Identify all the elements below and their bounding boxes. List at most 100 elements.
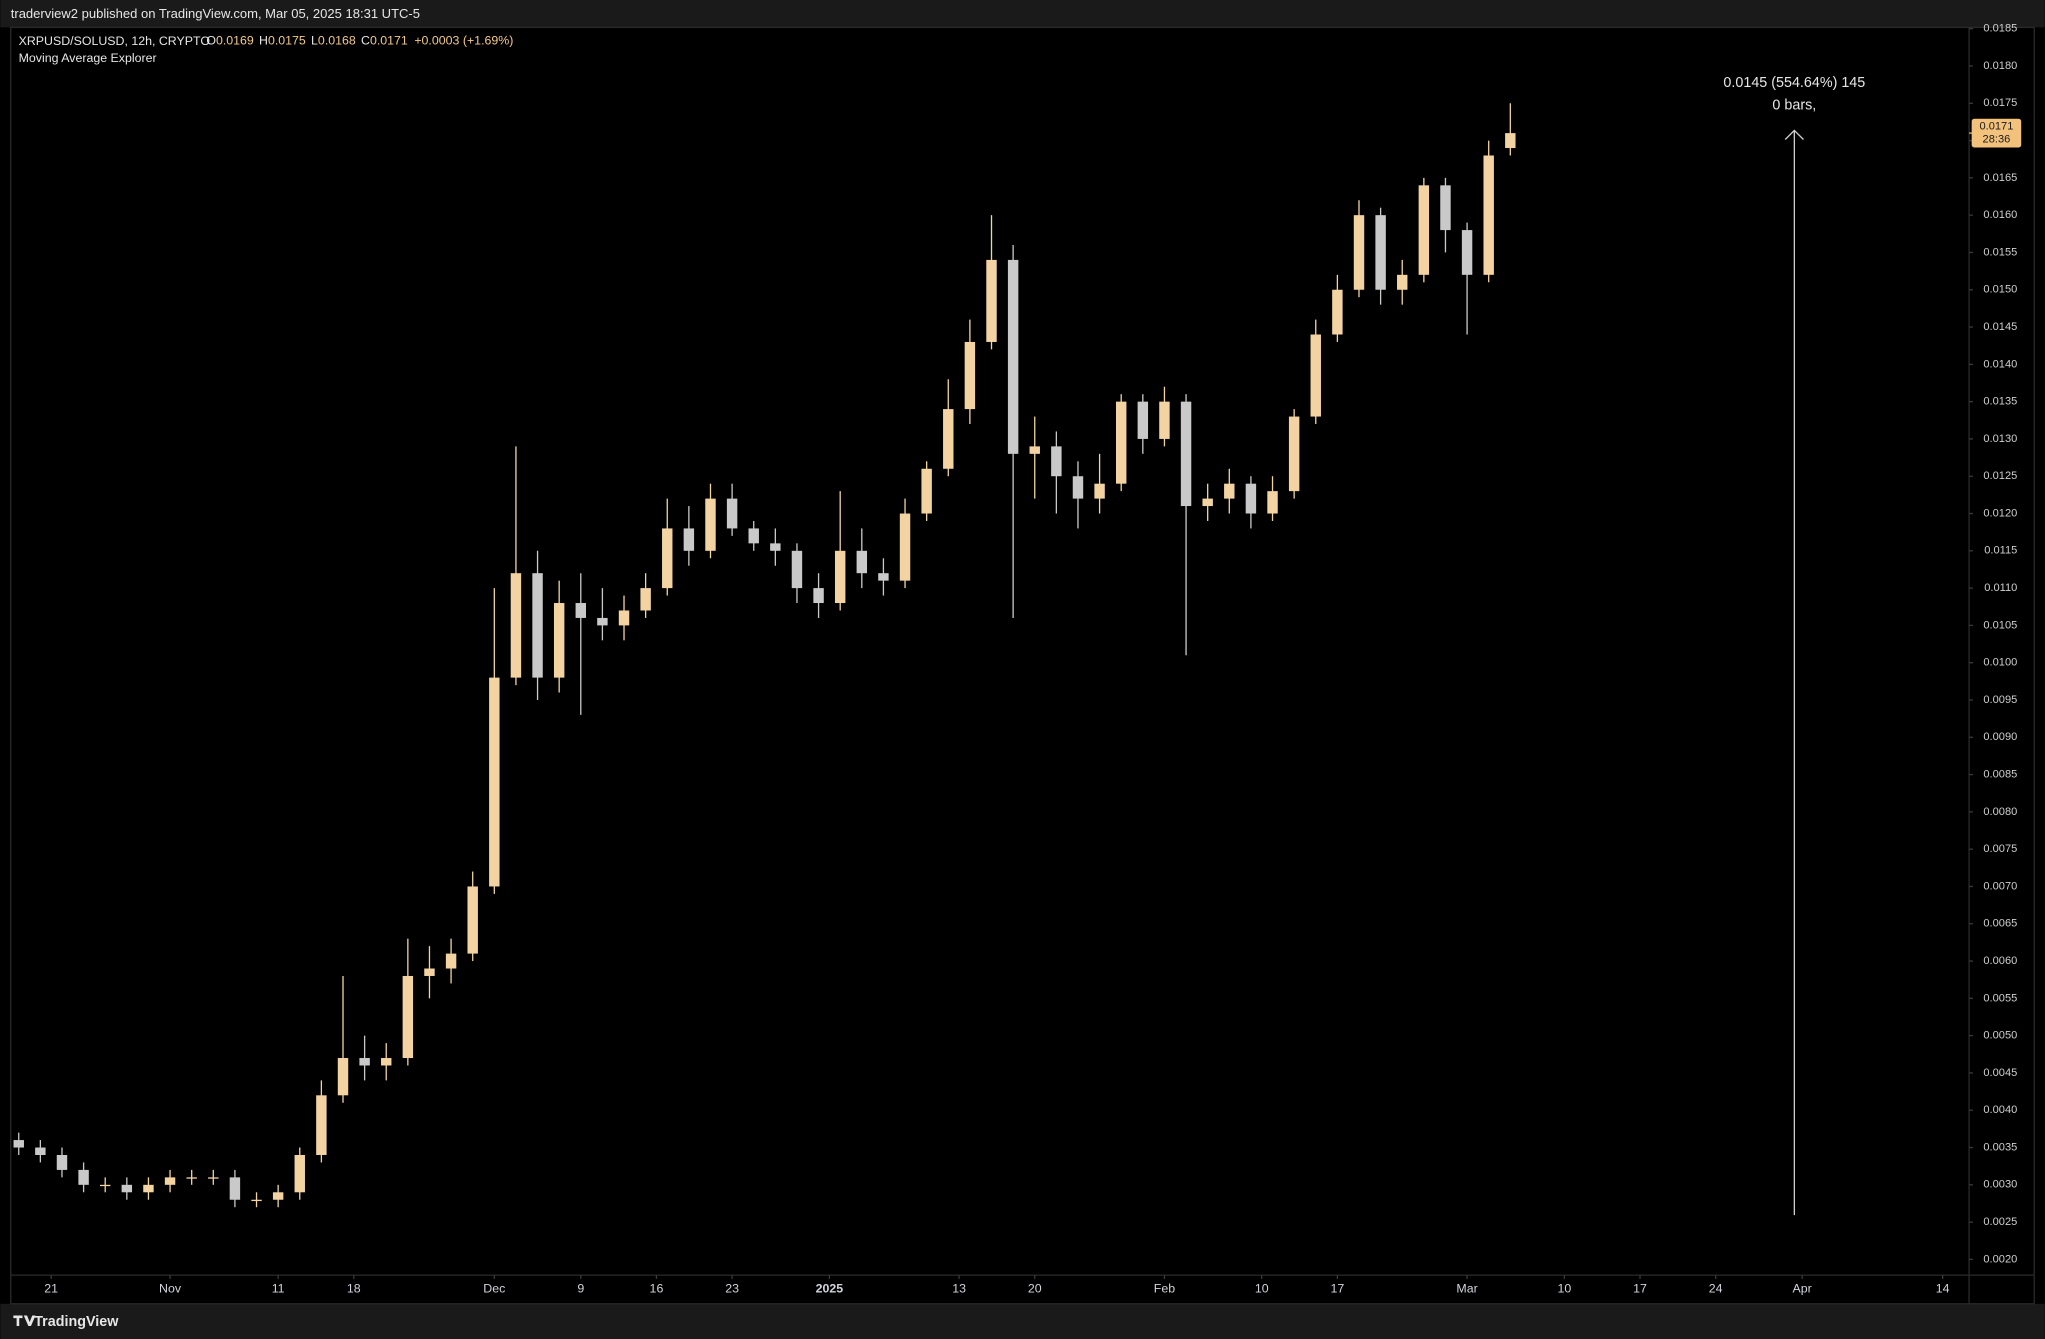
candle-body <box>1202 498 1213 507</box>
candle-body <box>1137 401 1149 439</box>
brand-logo <box>13 1315 36 1326</box>
candle-body <box>1461 230 1473 275</box>
y-tick-label: 0.0095 <box>1983 694 2017 706</box>
candle-body <box>878 573 889 581</box>
candle-body <box>748 528 759 544</box>
candle-body <box>1115 401 1127 484</box>
y-tick-label: 0.0035 <box>1983 1141 2017 1153</box>
bottom-bar <box>0 1303 2045 1339</box>
candle-body <box>467 886 478 954</box>
candle-body <box>272 1192 284 1200</box>
candle-body <box>1072 476 1084 499</box>
x-tick-label: 13 <box>952 1282 966 1296</box>
ohlc-value: 0.0175 <box>268 34 306 48</box>
candle-body <box>856 550 868 574</box>
ohlc-value: 0.0169 <box>216 34 254 48</box>
candle-body <box>726 498 738 529</box>
y-tick-label: 0.0045 <box>1983 1067 2017 1079</box>
candle-body <box>445 953 457 969</box>
candle-body <box>337 1058 349 1096</box>
candle-body <box>1159 401 1170 439</box>
y-tick-label: 0.0075 <box>1983 843 2017 855</box>
candle-body <box>294 1154 305 1193</box>
candle-body <box>532 573 543 678</box>
y-tick-label: 0.0120 <box>1983 507 2017 519</box>
candle-body <box>921 468 932 514</box>
ohlc-value: 0.0171 <box>370 34 408 48</box>
y-tick-label: 0.0030 <box>1983 1179 2017 1191</box>
y-tick-label: 0.0130 <box>1983 433 2017 445</box>
y-tick-label: 0.0125 <box>1983 470 2017 482</box>
candle-body <box>1267 491 1278 514</box>
x-tick-label: 20 <box>1028 1282 1042 1296</box>
y-tick-label: 0.0055 <box>1983 992 2017 1004</box>
candle-body <box>1094 483 1105 499</box>
y-tick-label: 0.0140 <box>1983 358 2017 370</box>
y-tick-label: 0.0135 <box>1983 396 2017 408</box>
candle-body <box>791 550 803 589</box>
y-tick-label: 0.0025 <box>1983 1216 2017 1228</box>
candle-body <box>1007 259 1019 454</box>
last-price: 0.0171 <box>1979 121 2013 133</box>
candle-body <box>1224 483 1235 499</box>
y-tick-label: 0.0080 <box>1983 806 2017 818</box>
indicator: Moving Average Explorer <box>19 51 157 65</box>
candle-body <box>424 968 435 976</box>
x-tick-label: Apr <box>1793 1282 1812 1296</box>
ohlc-legend: O0.0169 H0.0175 L0.0168 C0.0171 +0.0003 (+1.… <box>206 34 513 48</box>
candle-body <box>1288 416 1300 492</box>
ohlc-label: C <box>361 34 370 48</box>
candle-body <box>943 409 954 469</box>
candle-body <box>1353 215 1365 290</box>
ohlc-value: 0.0168 <box>318 34 356 48</box>
y-tick-label: 0.0145 <box>1983 321 2017 333</box>
last-price-box <box>1971 118 2022 148</box>
candle-body <box>99 1184 111 1187</box>
candle-body <box>1310 334 1321 417</box>
y-tick-label: 0.0115 <box>1984 545 2017 557</box>
ohlc-text: O0.0169 H0.0175 L0.0168 C0.0171 +0.0003 (+1.… <box>206 34 513 48</box>
candle-body <box>834 550 846 604</box>
x-tick-label: 10 <box>1255 1282 1269 1296</box>
ohlc-label: H <box>259 34 268 48</box>
candle-body <box>1375 215 1386 290</box>
candle-body <box>964 341 976 410</box>
x-tick-label: Feb <box>1154 1282 1175 1296</box>
x-tick-label: 2025 <box>816 1282 844 1296</box>
candle-body <box>618 610 630 626</box>
y-tick-label: 0.0020 <box>1983 1253 2017 1265</box>
x-tick-label: 16 <box>650 1282 664 1296</box>
y-tick-label: 0.0040 <box>1983 1104 2017 1116</box>
change: +0.0003 (+1.69%) <box>414 34 513 48</box>
candle-body <box>359 1058 370 1066</box>
x-tick-label: 11 <box>272 1282 285 1296</box>
brand: TradingView <box>34 1314 119 1330</box>
candle-body <box>208 1177 219 1179</box>
candle-body <box>899 513 911 581</box>
candle-body <box>164 1177 176 1185</box>
x-tick-label: Dec <box>483 1282 505 1296</box>
y-tick-label: 0.0105 <box>1983 619 2017 631</box>
ohlc-label: L <box>311 34 318 48</box>
candle-body <box>553 603 565 678</box>
y-tick-label: 0.0150 <box>1983 284 2017 296</box>
countdown: 28:36 <box>1983 134 2011 146</box>
candle-body <box>402 975 414 1059</box>
candle-body <box>381 1058 392 1066</box>
y-tick-label: 0.0165 <box>1983 172 2017 184</box>
candle-body <box>1418 185 1430 275</box>
candle-body <box>683 528 695 551</box>
candle-body <box>813 588 824 604</box>
x-tick-label: 17 <box>1633 1282 1647 1296</box>
plot-frame <box>10 26 2035 1305</box>
candle-body <box>986 259 997 342</box>
y-tick-label: 0.0060 <box>1983 955 2017 967</box>
x-tick-label: 9 <box>577 1282 584 1296</box>
candle-body <box>510 573 522 678</box>
y-tick-label: 0.0110 <box>1984 582 2017 594</box>
x-tick-label: 18 <box>347 1282 361 1296</box>
x-tick-label: 23 <box>725 1282 739 1296</box>
x-tick-label: 14 <box>1936 1282 1950 1296</box>
y-tick-label: 0.0090 <box>1983 731 2017 743</box>
